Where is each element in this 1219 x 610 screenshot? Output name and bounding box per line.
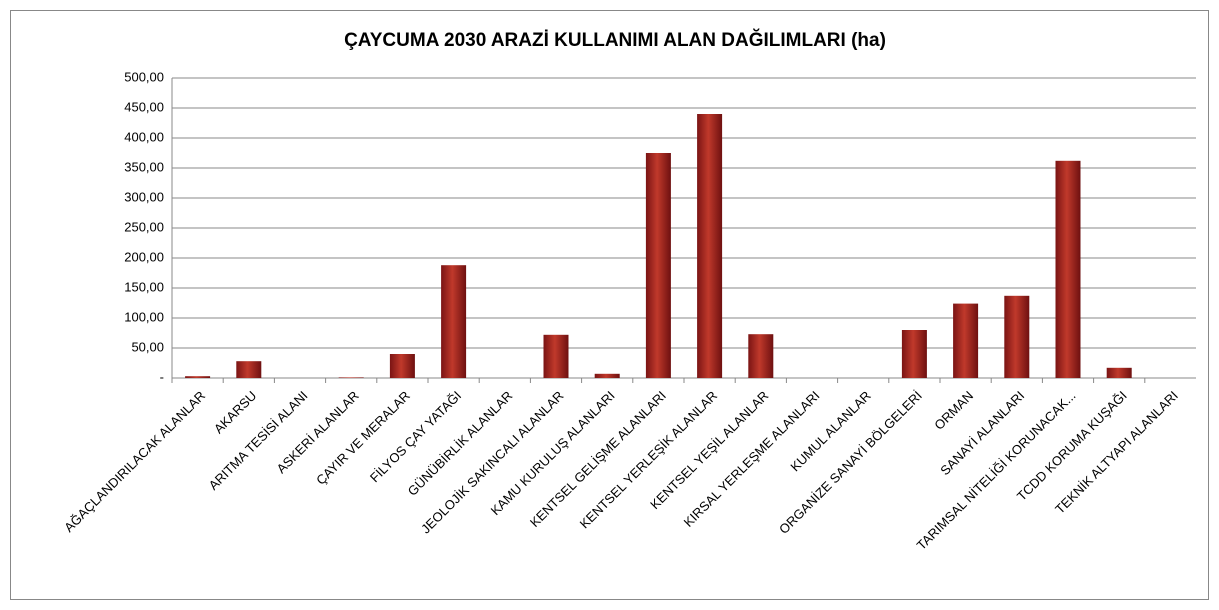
bar bbox=[1004, 295, 1030, 378]
y-tick-label: 300,00 bbox=[124, 189, 164, 204]
bar bbox=[441, 265, 467, 378]
bar bbox=[645, 153, 671, 378]
bar bbox=[389, 354, 415, 378]
bar bbox=[748, 334, 774, 378]
bar bbox=[1055, 160, 1081, 378]
chart-title: ÇAYCUMA 2030 ARAZİ KULLANIMI ALAN DAĞILI… bbox=[344, 29, 886, 51]
y-tick-label: 150,00 bbox=[124, 279, 164, 294]
bar bbox=[338, 377, 364, 378]
bar bbox=[901, 330, 927, 378]
bar bbox=[953, 303, 979, 378]
y-tick-label: 350,00 bbox=[124, 159, 164, 174]
y-tick-label: 200,00 bbox=[124, 249, 164, 264]
y-tick-label: 450,00 bbox=[124, 99, 164, 114]
y-tick-label: 250,00 bbox=[124, 219, 164, 234]
bar bbox=[236, 361, 262, 378]
y-tick-label: - bbox=[160, 369, 164, 384]
y-tick-label: 400,00 bbox=[124, 129, 164, 144]
y-tick-label: 100,00 bbox=[124, 309, 164, 324]
y-tick-label: 500,00 bbox=[124, 69, 164, 84]
y-tick-label: 50,00 bbox=[131, 339, 164, 354]
bar bbox=[697, 114, 723, 378]
bar bbox=[1106, 367, 1132, 378]
bar bbox=[185, 376, 211, 378]
bar bbox=[543, 334, 569, 378]
bar bbox=[594, 373, 620, 378]
